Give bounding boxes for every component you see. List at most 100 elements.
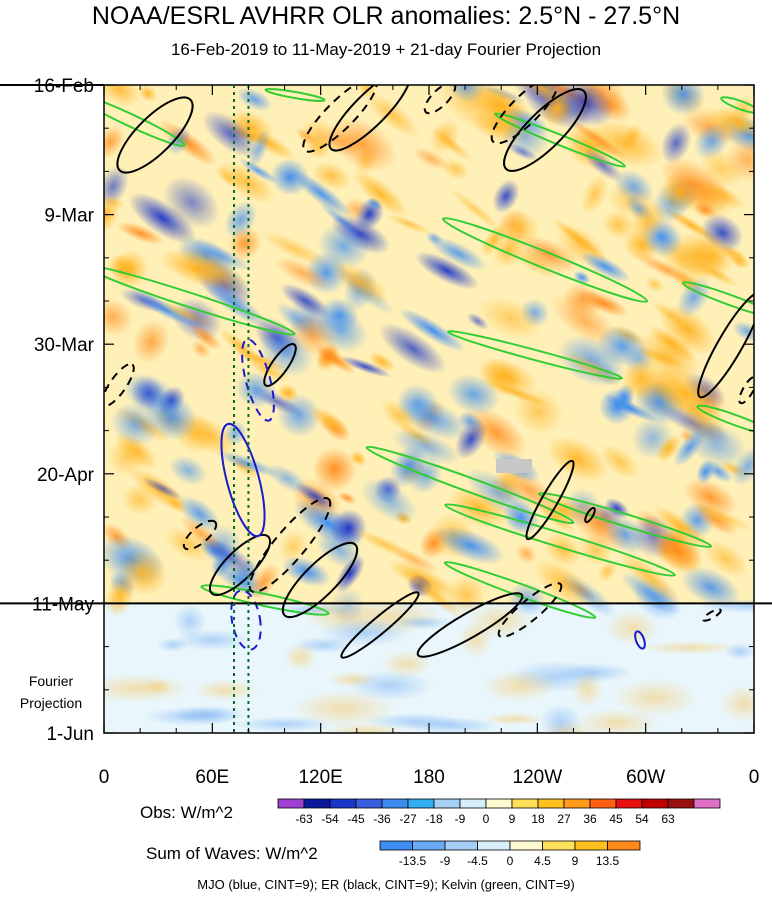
er-wave-contour xyxy=(503,88,587,172)
anomaly-blob xyxy=(603,514,648,555)
projection-blob xyxy=(283,642,317,672)
projection-blob xyxy=(638,640,740,655)
waves-colorbar-swatch xyxy=(607,840,641,851)
projection-blob xyxy=(391,615,453,630)
anomaly-blob xyxy=(644,276,665,293)
x-tick-label: 60W xyxy=(626,767,665,788)
anomaly-blob xyxy=(311,161,351,191)
kelvin-wave-contour xyxy=(200,584,330,616)
anomaly-blob xyxy=(425,231,444,246)
projection-blob xyxy=(539,703,582,733)
anomaly-blob xyxy=(319,297,359,334)
axes: 0 60E 120E 180 120W 60W 0 16-Feb 9-Mar 30-Mar 20-A… xyxy=(32,76,759,788)
obs-colorbar-tick: -9 xyxy=(455,812,466,826)
anomaly-blob xyxy=(651,300,691,331)
anomaly-blob xyxy=(434,526,506,565)
mjo-wave-contour xyxy=(230,589,262,651)
obs-colorbar-tick: -18 xyxy=(425,812,443,826)
olr-anomaly-field xyxy=(104,85,754,733)
waves-colorbar-tick: 0 xyxy=(507,854,514,868)
anomaly-blob xyxy=(380,398,419,434)
y-tick-label: 16-Feb xyxy=(34,76,94,97)
waves-colorbar-tick: 4.5 xyxy=(534,854,551,868)
anomaly-blob xyxy=(580,251,631,283)
anomaly-blob xyxy=(315,345,356,374)
obs-colorbar-swatch xyxy=(693,798,721,809)
anomaly-blob xyxy=(353,528,419,562)
projection-blob xyxy=(364,713,464,730)
anomaly-blob xyxy=(339,356,392,378)
anomaly-blob xyxy=(508,85,575,113)
anomaly-blob xyxy=(270,158,310,196)
projection-blob xyxy=(719,684,754,723)
obs-colorbar-swatch xyxy=(563,798,591,809)
anomaly-blob xyxy=(132,319,170,364)
anomaly-blob xyxy=(696,459,715,485)
projection-blob xyxy=(697,598,754,614)
y-tick-label: 11-May xyxy=(32,594,94,615)
kelvin-wave-contour xyxy=(441,217,649,303)
y-tick-label: 30-Mar xyxy=(34,335,95,356)
projection-blob xyxy=(556,662,634,683)
anomaly-blob xyxy=(110,402,160,447)
anomaly-blob xyxy=(390,445,428,488)
x-tick-label: 120E xyxy=(298,767,342,788)
anomaly-blob xyxy=(164,494,187,514)
anomaly-blob xyxy=(248,563,280,600)
anomaly-blob xyxy=(119,288,166,313)
kelvin-wave-contour xyxy=(537,492,713,548)
anomaly-blob xyxy=(620,125,643,149)
anomaly-blob xyxy=(164,526,211,563)
er-wave-contour xyxy=(104,363,135,407)
obs-colorbar-tick: 9 xyxy=(509,812,516,826)
obs-colorbar-tick: -45 xyxy=(347,812,365,826)
anomaly-blob xyxy=(280,283,331,319)
obs-colorbar-swatch xyxy=(329,798,357,809)
obs-colorbar-tick: 18 xyxy=(531,812,545,826)
waves-colorbar-swatch xyxy=(412,840,446,851)
anomaly-blob xyxy=(217,160,276,204)
obs-colorbar-swatch xyxy=(355,798,383,809)
anomaly-blob xyxy=(567,118,628,161)
obs-colorbar-tick: 63 xyxy=(661,812,675,826)
obs-colorbar-tick: -36 xyxy=(373,812,391,826)
waves-colorbar-tick: 13.5 xyxy=(596,854,620,868)
kelvin-wave-contour xyxy=(720,96,754,114)
er-wave-contour xyxy=(209,534,271,596)
er-wave-contour xyxy=(497,582,563,638)
anomaly-blob xyxy=(236,87,273,112)
kelvin-wave-contour xyxy=(104,93,186,147)
anomaly-blob xyxy=(277,383,299,402)
anomaly-blob xyxy=(412,147,450,171)
anomaly-blob xyxy=(715,106,754,138)
footnote: MJO (blue, CINT=9); ER (black, CINT=9); … xyxy=(197,877,575,892)
anomaly-blob xyxy=(378,323,447,375)
er-wave-contour xyxy=(248,497,332,593)
er-wave-contour xyxy=(490,85,560,145)
chart-title: NOAA/ESRL AVHRR OLR anomalies: 2.5°N - 2… xyxy=(91,2,681,30)
projection-blob xyxy=(330,586,365,625)
mjo-wave-contour xyxy=(220,422,266,538)
anomaly-blob xyxy=(279,530,308,563)
anomaly-blob xyxy=(619,551,680,603)
obs-colorbar-swatch xyxy=(485,798,513,809)
wave-contours xyxy=(104,85,754,659)
projection-label: Fourier Projection xyxy=(6,670,96,714)
anomaly-blob xyxy=(732,321,754,343)
mjo-wave-contour xyxy=(634,630,646,650)
anomaly-blob xyxy=(484,379,552,408)
mjo-wave-contour xyxy=(241,338,275,422)
obs-colorbar-tick: 54 xyxy=(635,812,649,826)
anomaly-blob xyxy=(703,540,749,578)
anomaly-blob xyxy=(446,574,486,615)
anomaly-blob xyxy=(398,308,467,353)
anomaly-blob xyxy=(629,200,667,243)
projection-blob xyxy=(724,643,754,660)
obs-colorbar-swatch xyxy=(615,798,643,809)
anomaly-blob xyxy=(337,491,357,505)
er-wave-contour xyxy=(416,592,524,658)
anomaly-blob xyxy=(168,455,208,486)
anomaly-blob xyxy=(414,251,480,290)
anomaly-blob xyxy=(660,122,692,164)
waves-colorbar-swatch xyxy=(542,840,576,851)
